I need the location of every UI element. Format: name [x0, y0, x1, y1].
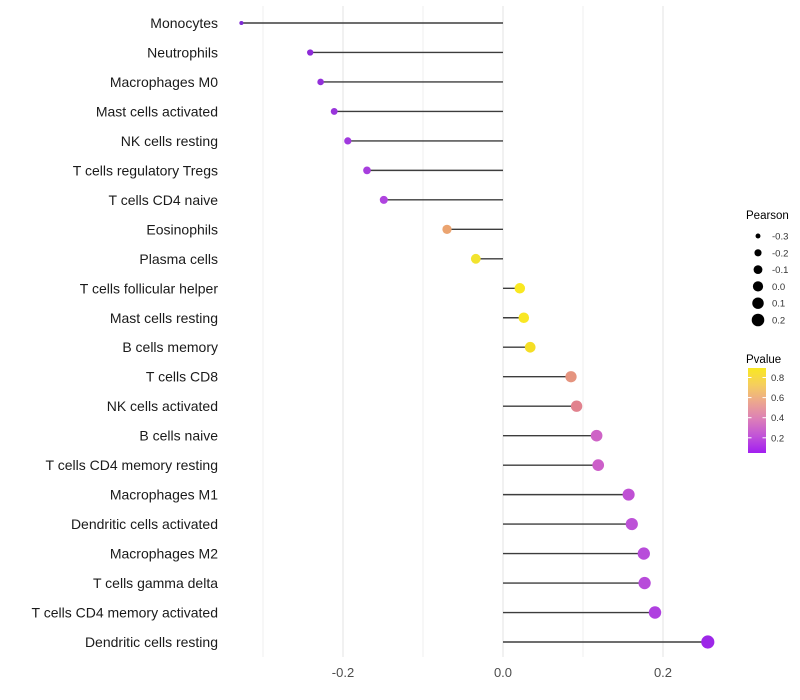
legend-size-dot: [754, 249, 762, 257]
lollipop-dot: [239, 20, 244, 26]
lollipop-dot: [363, 166, 371, 175]
y-axis-label: B cells naive: [139, 428, 218, 444]
legend-size-label: 0.1: [772, 299, 785, 310]
lollipop-dot: [514, 283, 526, 294]
y-axis-label: NK cells activated: [107, 398, 218, 414]
lollipop-dot: [625, 518, 638, 531]
legend-size-label: -0.3: [772, 232, 788, 243]
lollipop-dot: [442, 224, 452, 234]
lollipop-dot: [637, 547, 650, 560]
y-axis-label: T cells follicular helper: [80, 280, 219, 296]
y-axis-label: Dendritic cells resting: [85, 634, 218, 650]
y-axis-label: Macrophages M1: [110, 487, 218, 503]
y-axis-label: T cells CD4 memory activated: [32, 605, 218, 621]
legend-colorbar: [748, 368, 766, 453]
lollipop-dot: [622, 488, 635, 501]
x-axis-tick-label: 0.2: [654, 665, 672, 680]
legend-pvalue-label: 0.2: [771, 433, 784, 444]
lollipop-dot: [701, 635, 715, 649]
y-axis-label: Neutrophils: [147, 44, 218, 60]
y-axis-label: Macrophages M0: [110, 74, 218, 90]
legend-size-dot: [755, 233, 761, 239]
lollipop-dot: [648, 606, 662, 619]
x-axis-tick-label: -0.2: [332, 665, 354, 680]
lollipop-dot: [518, 312, 530, 324]
lollipop-dot: [344, 137, 352, 145]
legend-pvalue-label: 0.8: [771, 373, 784, 384]
lollipop-dot: [379, 195, 388, 204]
y-axis-label: T cells CD4 memory resting: [46, 457, 218, 473]
y-axis-label: Mast cells activated: [96, 103, 218, 119]
lollipop-dot: [638, 576, 651, 590]
legend-size-dot: [753, 265, 763, 275]
y-axis-label: Macrophages M2: [110, 546, 218, 562]
lollipop-dot: [592, 459, 605, 471]
lollipop-dot: [570, 400, 583, 412]
y-axis-label: Mast cells resting: [110, 310, 218, 326]
legend-size-dot: [752, 297, 764, 309]
lollipop-dot: [317, 78, 324, 86]
legend-size-dot: [751, 313, 765, 327]
y-axis-label: T cells CD4 naive: [109, 192, 219, 208]
y-axis-label: T cells regulatory Tregs: [73, 162, 218, 178]
y-axis-label: NK cells resting: [121, 133, 218, 149]
y-axis-label: Eosinophils: [146, 221, 218, 237]
y-axis-label: T cells CD8: [146, 369, 218, 385]
legend-size-dot: [752, 281, 764, 292]
legend-title-pearson: Pearson: [746, 210, 789, 222]
y-axis-label: Plasma cells: [139, 251, 218, 267]
lollipop-dot: [470, 253, 481, 264]
legend-size-label: -0.1: [772, 265, 788, 276]
y-axis-label: Dendritic cells activated: [71, 516, 218, 532]
legend-size-label: 0.0: [772, 282, 785, 293]
legend-pvalue-label: 0.4: [771, 413, 784, 424]
lollipop-dot: [590, 429, 603, 442]
legend-pvalue-label: 0.6: [771, 393, 784, 404]
y-axis-label: Monocytes: [150, 15, 218, 31]
lollipop-dot: [524, 341, 536, 353]
lollipop-dot: [330, 107, 338, 115]
y-axis-label: B cells memory: [122, 339, 218, 355]
lollipop-dot: [307, 49, 314, 56]
lollipop-dot: [565, 371, 577, 383]
legend-size-label: -0.2: [772, 248, 788, 259]
x-axis-tick-label: 0.0: [494, 665, 512, 680]
legend-title-pvalue: Pvalue: [746, 354, 781, 366]
legend-size-label: 0.2: [772, 316, 785, 327]
y-axis-label: T cells gamma delta: [93, 575, 218, 591]
